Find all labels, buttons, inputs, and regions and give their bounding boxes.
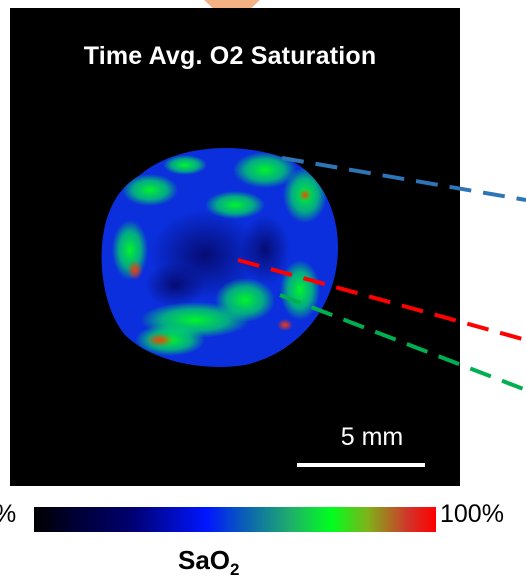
image-title: Time Avg. O2 Saturation xyxy=(83,42,377,70)
scale-bar xyxy=(297,463,425,467)
colorbar-title-main: SaO xyxy=(178,545,231,575)
tumor-saturation-map xyxy=(101,148,338,367)
blue-dashed-line xyxy=(281,156,526,202)
scale-bar-label: 5 mm xyxy=(340,423,404,451)
colorbar-title: SaO2 xyxy=(178,545,240,580)
green-dashed-line xyxy=(279,293,526,392)
colorbar-min-label: % xyxy=(0,500,16,529)
colorbar-max-label: 100% xyxy=(440,500,504,528)
colorbar xyxy=(34,507,436,532)
colorbar-title-subscript: 2 xyxy=(230,560,240,579)
red-dashed-line xyxy=(237,258,526,342)
